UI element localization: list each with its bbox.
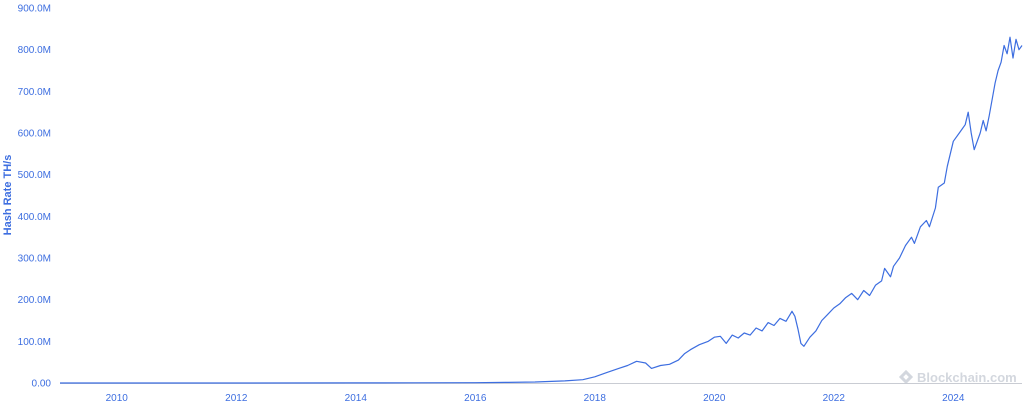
x-tick-label: 2012 [225, 393, 248, 404]
y-tick-label: 200.0M [18, 295, 51, 306]
blockchain-logo-icon [898, 369, 914, 385]
y-tick-label: 700.0M [18, 87, 51, 98]
x-tick-label: 2014 [345, 393, 368, 404]
x-axis-ticks: 2010 2012 2014 2016 2018 2020 2022 2024 [106, 393, 965, 404]
x-tick-label: 2022 [823, 393, 846, 404]
x-tick-label: 2024 [942, 393, 965, 404]
hash-rate-line [60, 36, 1023, 384]
series-group [60, 36, 1023, 384]
y-tick-label: 100.0M [18, 337, 51, 348]
y-axis-ticks: 0.00 100.0M 200.0M 300.0M 400.0M 500.0M 600.0M… [18, 4, 52, 390]
x-tick-label: 2018 [584, 393, 607, 404]
y-tick-label: 800.0M [18, 45, 51, 56]
y-tick-label: 300.0M [18, 254, 51, 265]
y-axis-label: Hash Rate TH/s [2, 155, 14, 236]
watermark-label: Blockchain.com [917, 370, 1017, 385]
x-tick-label: 2020 [703, 393, 726, 404]
x-tick-label: 2010 [106, 393, 129, 404]
y-tick-label: 0.00 [32, 379, 52, 390]
y-tick-label: 400.0M [18, 212, 51, 223]
watermark: Blockchain.com [898, 369, 1017, 385]
y-tick-label: 600.0M [18, 129, 51, 140]
y-tick-label: 500.0M [18, 170, 51, 181]
x-tick-label: 2016 [464, 393, 487, 404]
y-tick-label: 900.0M [18, 4, 51, 15]
